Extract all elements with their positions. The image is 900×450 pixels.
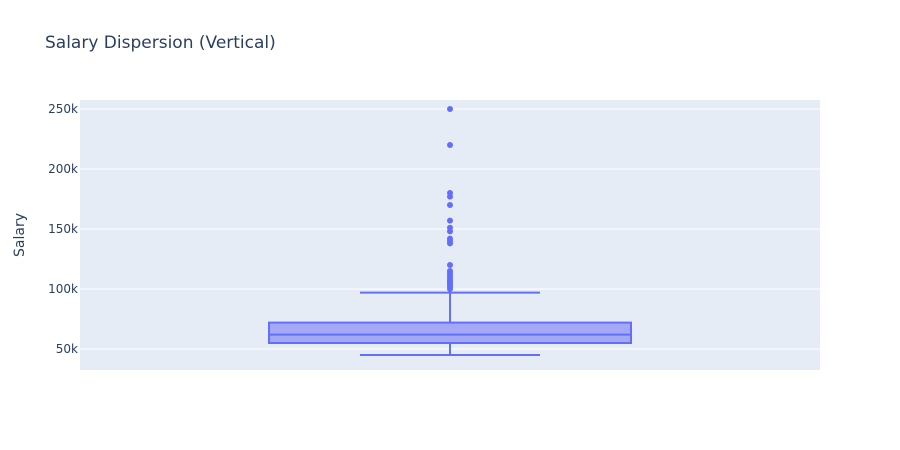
y-tick-label: 200k — [48, 162, 78, 176]
outlier-point — [447, 217, 453, 224]
y-tick-label: 50k — [56, 342, 78, 356]
y-tick-label: 100k — [48, 282, 78, 296]
outlier-point — [447, 106, 453, 112]
outlier-point — [447, 190, 453, 196]
y-tick-label: 150k — [48, 222, 78, 236]
outlier-point — [447, 202, 453, 208]
outlier-point — [447, 268, 453, 274]
outlier-point — [447, 224, 453, 231]
outlier-point — [447, 142, 453, 148]
outlier-point — [447, 235, 453, 242]
iqr-box — [268, 321, 632, 345]
outlier-point — [447, 262, 453, 268]
y-tick-label: 250k — [48, 102, 78, 116]
chart-title: Salary Dispersion (Vertical) — [45, 33, 276, 53]
